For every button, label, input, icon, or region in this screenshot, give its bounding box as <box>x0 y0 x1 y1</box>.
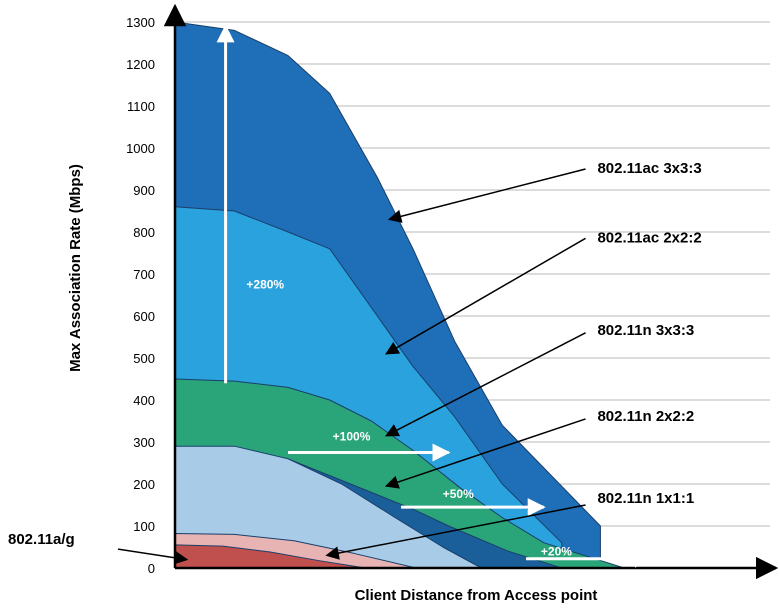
y-tick-label: 1300 <box>126 15 155 30</box>
y-tick-label: 1100 <box>127 99 155 114</box>
series-callout-label: 802.11n 3x3:3 <box>597 322 694 339</box>
y-tick-label: 1000 <box>126 141 155 156</box>
callout-arrow <box>117 548 189 565</box>
gain-label: +280% <box>246 278 284 292</box>
gain-label: +50% <box>443 487 474 501</box>
gain-annotations: +280% +100% +50% +20% <box>216 24 653 568</box>
callout-arrow <box>387 168 586 223</box>
gain-label: +20% <box>541 544 572 558</box>
series-callout-label: 802.11n 1x1:1 <box>597 490 694 507</box>
callout-arrow <box>325 504 586 560</box>
y-tick-label: 300 <box>133 435 155 450</box>
y-tick-label: 400 <box>133 393 155 408</box>
y-tick-label: 200 <box>133 477 155 492</box>
y-tick-label: 700 <box>133 267 155 282</box>
y-tick-label: 1200 <box>126 57 155 72</box>
y-tick-label: 900 <box>133 183 155 198</box>
series-areas <box>174 21 625 569</box>
y-tick-label: 800 <box>133 225 155 240</box>
y-tick-label: 500 <box>133 351 155 366</box>
callout-arrow <box>384 418 586 489</box>
callout-arrow <box>385 237 586 355</box>
y-tick-labels: 0 100 200 300 400 500 600 700 800 900 1000 1100 1200… <box>126 15 155 576</box>
y-axis-title: Max Association Rate (Mbps) <box>67 164 84 372</box>
x-axis-title: Client Distance from Access point <box>355 587 598 604</box>
series-callout-label: 802.11ac 3x3:3 <box>597 160 701 177</box>
series-callout-label: 802.11n 2x2:2 <box>597 408 694 425</box>
series-callout-label: 802.11a/g <box>8 531 75 548</box>
axes <box>163 3 779 580</box>
gain-label: +100% <box>333 430 371 444</box>
series-callouts: 802.11ac 3x3:3 802.11ac 2x2:2 802.11n 3x3:… <box>8 160 702 565</box>
y-tick-label: 600 <box>133 309 155 324</box>
y-tick-label: 0 <box>148 561 155 576</box>
y-tick-label: 100 <box>133 519 155 534</box>
series-callout-label: 802.11ac 2x2:2 <box>597 230 701 247</box>
callout-arrow <box>385 332 586 437</box>
